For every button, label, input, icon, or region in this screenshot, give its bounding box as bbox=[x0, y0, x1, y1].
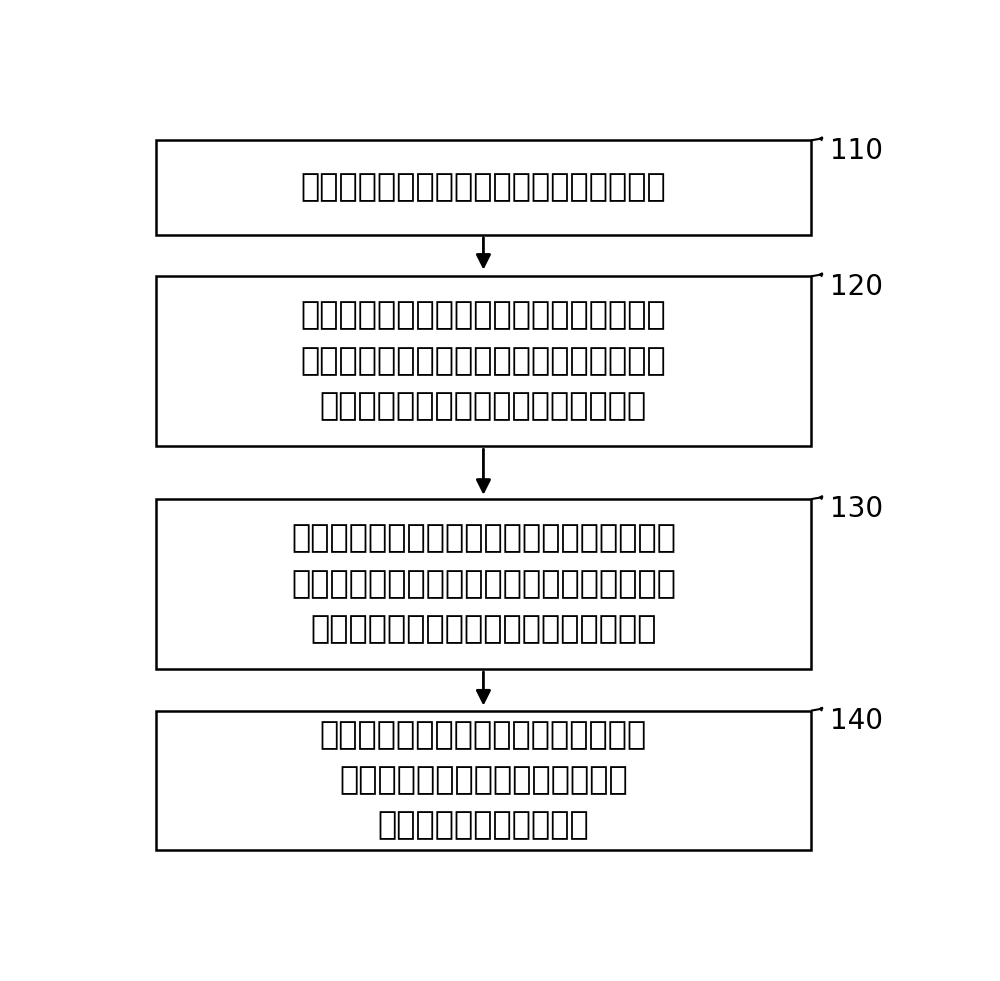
Text: 140: 140 bbox=[830, 707, 883, 735]
FancyBboxPatch shape bbox=[156, 277, 811, 446]
Text: 120: 120 bbox=[830, 273, 883, 300]
Text: 基于所述翼型的二维平面图确定翼型的最大
厚度值及其在骨线方向的位置，并确定所述
翼型的二维平面图上前缘几何设计范围: 基于所述翼型的二维平面图确定翼型的最大 厚度值及其在骨线方向的位置，并确定所述 … bbox=[301, 300, 666, 422]
FancyBboxPatch shape bbox=[156, 140, 811, 234]
Text: 110: 110 bbox=[830, 136, 883, 165]
Text: 通过骨线方向的逆坐标转换将完成设计
的前缘几何设计范围进行拉伸后，
得到推迟初生空化的翼型: 通过骨线方向的逆坐标转换将完成设计 的前缘几何设计范围进行拉伸后， 得到推迟初生… bbox=[320, 720, 647, 842]
Text: 基于翼型的设计参数生成翼型的二维平面图: 基于翼型的设计参数生成翼型的二维平面图 bbox=[301, 172, 666, 203]
FancyBboxPatch shape bbox=[156, 710, 811, 851]
Text: 130: 130 bbox=[830, 495, 883, 524]
FancyBboxPatch shape bbox=[156, 499, 811, 669]
Text: 通过骨线方向的坐标转换将所述前缘几何设计
范围进行伸缩，并对伸缩后的前缘几何设计范
围分别进行前缘圆弧和厚度扩散段的设计: 通过骨线方向的坐标转换将所述前缘几何设计 范围进行伸缩，并对伸缩后的前缘几何设计… bbox=[291, 523, 676, 645]
